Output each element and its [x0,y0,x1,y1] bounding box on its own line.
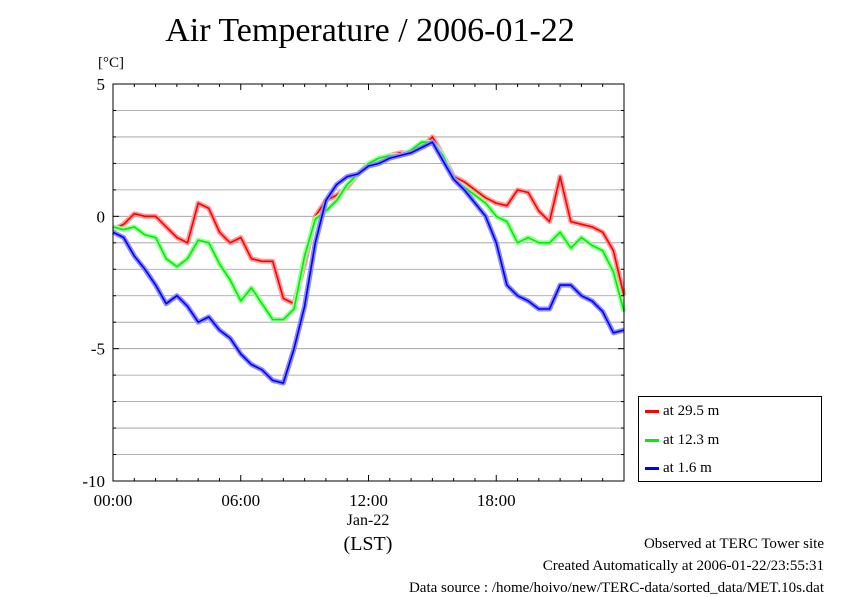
x-axis-timezone-label: (LST) [343,533,393,555]
legend-item-29-5m: at 29.5 m [645,401,719,421]
footer-created-time: Created Automatically at 2006-01-22/23:5… [542,558,824,574]
y-tick-label: -5 [91,340,105,359]
plot-frame [112,83,625,482]
series-line [112,141,625,321]
legend-swatch-red [645,409,659,413]
y-tick-label: 5 [97,75,106,94]
y-tick-label: 0 [97,207,106,226]
legend-label: at 1.6 m [663,459,712,476]
x-axis-date-label: Jan-22 [346,512,390,529]
legend-item-1-6m: at 1.6 m [645,458,712,478]
legend-label: at 29.5 m [663,402,720,419]
x-tick-label: 18:00 [477,491,516,510]
footer-observed-site: Observed at TERC Tower site [643,536,824,552]
x-tick-label: 00:00 [94,491,133,510]
legend-swatch-blue [645,466,659,470]
chart-title: Air Temperature / 2006-01-22 [165,12,575,49]
footer-data-source: Data source : /home/hoivo/new/TERC-data/… [408,580,824,596]
y-axis-unit-label: [°C] [98,55,124,71]
legend-item-12-3m: at 12.3 m [645,430,719,450]
series-line [112,141,625,384]
x-tick-label: 06:00 [221,491,260,510]
x-tick-label: 12:00 [349,491,388,510]
legend-swatch-green [645,438,659,442]
series-layer [111,134,627,386]
legend: at 29.5 m at 12.3 m at 1.6 m [638,396,822,482]
series-halo [111,139,625,386]
legend-label: at 12.3 m [663,431,720,448]
y-tick-label: -10 [82,472,105,491]
